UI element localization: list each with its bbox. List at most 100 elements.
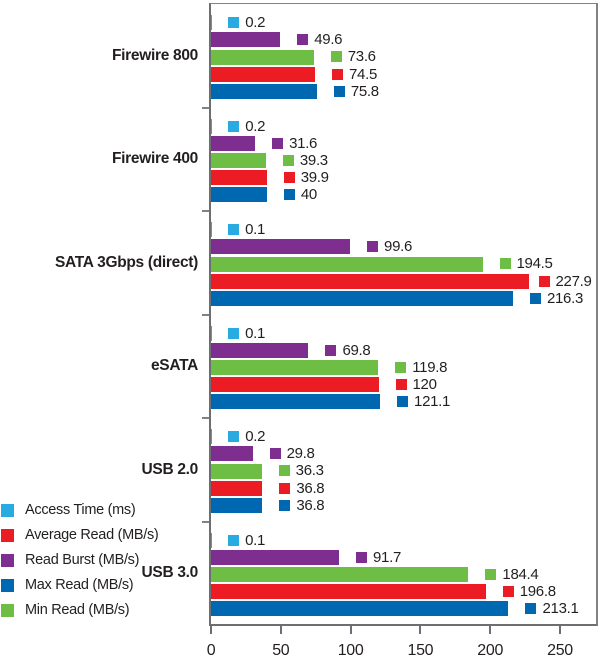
value-label-text: 74.5 [349,65,377,83]
x-axis-tick [349,626,352,634]
value-label-text: 39.9 [300,169,329,187]
x-axis-tick [279,626,282,634]
legend-item: Read Burst (MB/s) [1,551,139,569]
legend-swatch [1,528,14,542]
y-axis-tick [202,520,209,523]
value-label: 0.1 [228,221,265,238]
x-axis-tick [559,626,561,634]
value-label-swatch [228,224,240,236]
x-axis-tick [489,626,492,634]
value-label-swatch [228,431,240,443]
bar [211,273,530,289]
category-label: SATA 3Gbps (direct) [55,253,198,271]
value-label-swatch [283,189,295,201]
legend-item: Access Time (ms) [1,501,136,519]
legend-label: Average Read (MB/s) [25,527,159,543]
value-label-swatch [485,568,497,580]
bar [211,360,379,375]
value-label: 0.2 [228,428,266,446]
x-axis-tick-label: 150 [407,642,434,659]
value-label: 196.8 [502,583,556,601]
legend-swatch [1,503,14,517]
y-axis-tick [202,313,209,316]
value-label-swatch [330,51,342,63]
value-label: 36.3 [278,462,324,480]
value-label-text: 0.1 [245,221,266,239]
value-label: 216.3 [529,289,583,307]
value-label-swatch [367,241,379,253]
value-label-text: 196.8 [519,583,556,601]
legend-swatch [1,578,14,592]
value-label-text: 216.3 [546,289,583,307]
category-label: Firewire 400 [111,150,198,168]
value-label: 36.8 [279,479,325,497]
bar [211,187,267,203]
value-label-text: 0.1 [245,324,266,342]
legend-item: Max Read (MB/s) [1,576,134,594]
value-label: 0.1 [228,325,265,342]
value-label-text: 39.3 [299,151,328,169]
value-label: 121.1 [397,393,450,410]
value-label-text: 99.6 [384,238,413,256]
value-label: 91.7 [356,549,401,566]
value-label-text: 75.8 [350,82,379,100]
bar [211,32,281,48]
bar [211,601,509,617]
category-label: Firewire 800 [111,46,198,64]
value-label: 73.6 [330,48,376,65]
x-axis-tick-label: 0 [206,642,216,659]
value-label-swatch [272,137,284,149]
category-label: USB 2.0 [141,460,199,478]
value-label-text: 36.8 [296,479,325,497]
legend-item: Average Read (MB/s) [1,526,159,544]
value-label-text: 36.3 [295,462,324,480]
bar [211,584,486,600]
value-label-text: 194.5 [516,255,553,273]
y-axis-tick [202,106,209,109]
value-label-swatch [333,85,345,97]
plot-area [209,3,598,626]
value-label-text: 0.2 [245,428,266,446]
value-label: 74.5 [332,66,377,83]
bar [211,290,513,306]
value-label: 119.8 [395,359,447,376]
legend-item: Min Read (MB/s) [1,601,130,619]
value-label-swatch [529,292,541,304]
x-axis-tick-label: 50 [272,642,290,659]
category-label: eSATA [150,357,198,375]
value-label-text: 69.8 [342,341,371,359]
x-axis-tick [419,626,422,634]
bar [211,549,339,565]
value-label: 194.5 [499,255,553,273]
value-label: 184.4 [485,566,539,583]
value-label-text: 227.9 [555,272,592,290]
value-label-swatch [279,499,291,511]
value-label-text: 49.6 [314,31,343,49]
value-label-text: 0.2 [245,117,266,135]
value-label-swatch [269,448,281,460]
value-label-text: 119.8 [412,358,448,376]
bar [211,239,351,255]
legend-label: Min Read (MB/s) [25,602,130,618]
bar [211,135,256,151]
value-label-swatch [228,327,240,339]
value-label-text: 29.8 [286,445,315,463]
value-label: 0.1 [228,532,265,549]
value-label: 39.3 [282,151,328,169]
value-label-swatch [502,586,514,598]
value-label-swatch [525,603,537,615]
value-label: 120 [395,376,437,393]
category-label: USB 3.0 [141,564,199,582]
bar [211,463,262,479]
value-label-text: 121.1 [414,393,451,411]
bar [211,256,483,272]
value-label-text: 0.2 [245,14,266,32]
bar [211,497,263,513]
x-axis-tick-label: 250 [547,642,573,659]
value-label: 49.6 [297,31,343,49]
value-label-swatch [228,120,240,132]
bar [211,480,263,496]
x-axis-tick-label: 100 [337,642,364,659]
value-label-text: 36.8 [296,496,325,514]
